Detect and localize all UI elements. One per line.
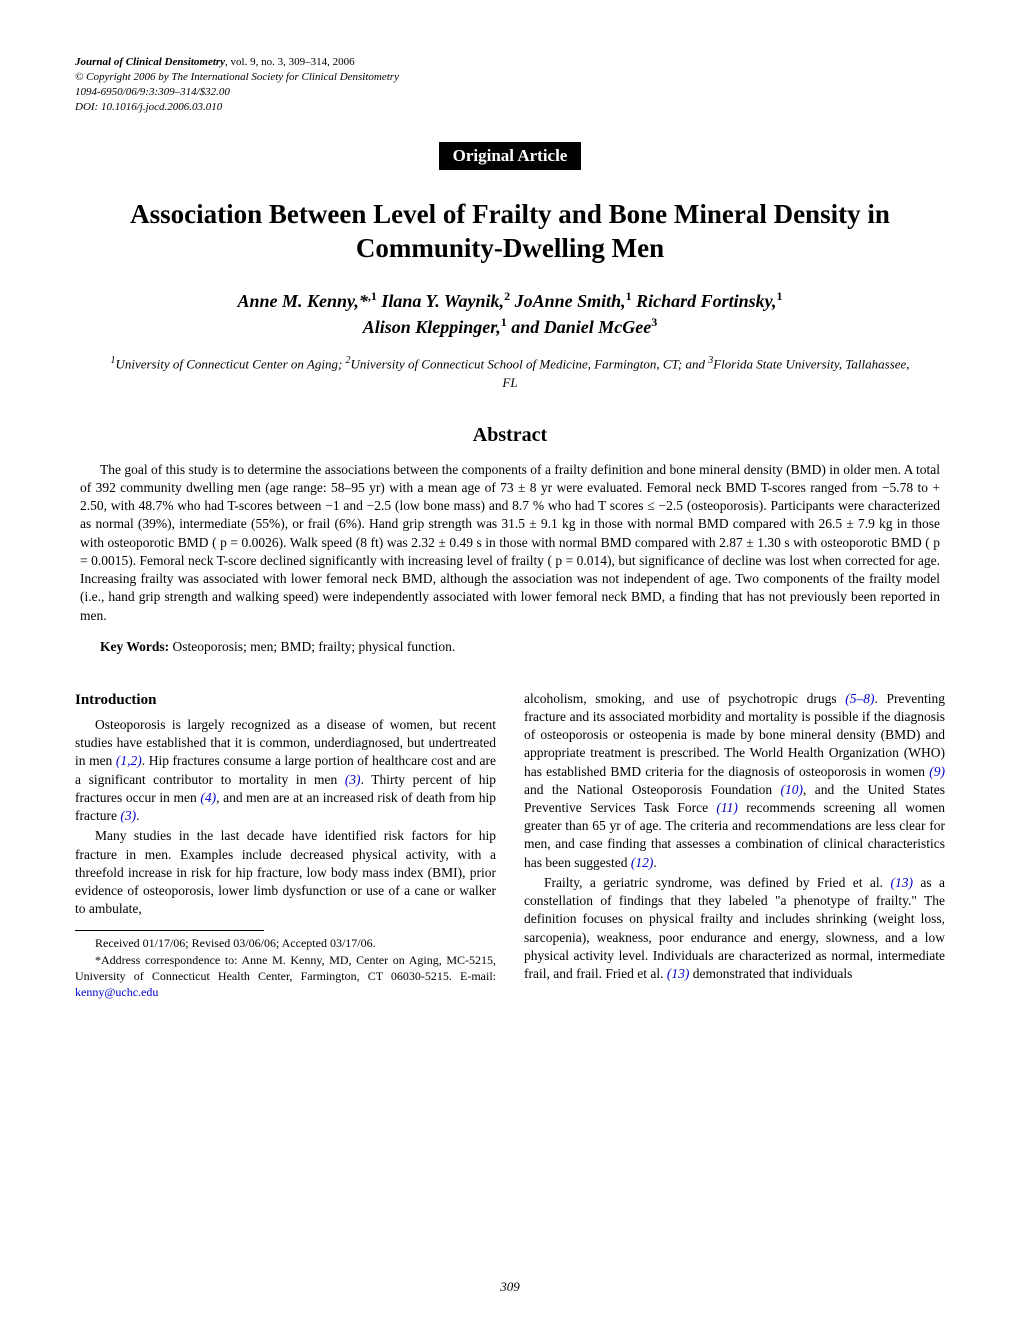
footnote-received: Received 01/17/06; Revised 03/06/06; Acc… (75, 935, 496, 951)
doi-line: DOI: 10.1016/j.jocd.2006.03.010 (75, 100, 945, 115)
article-type-badge: Original Article (439, 142, 582, 170)
ref-link-1-2[interactable]: (1,2) (116, 753, 142, 768)
ref-link-4[interactable]: (4) (200, 790, 216, 805)
ref-link-9[interactable]: (9) (929, 764, 945, 779)
footnote-separator (75, 930, 264, 931)
ref-link-12[interactable]: (12) (631, 855, 654, 870)
citation-details: , vol. 9, no. 3, 309–314, 2006 (225, 56, 355, 68)
left-column: Introduction Osteoporosis is largely rec… (75, 690, 496, 1000)
ref-link-3a[interactable]: (3) (345, 772, 361, 787)
issn-line: 1094-6950/06/9:3:309–314/$32.00 (75, 85, 945, 100)
col2-para-2: Frailty, a geriatric syndrome, was defin… (524, 874, 945, 983)
ref-link-10[interactable]: (10) (781, 782, 804, 797)
introduction-heading: Introduction (75, 690, 496, 710)
affiliations: 1University of Connecticut Center on Agi… (75, 354, 945, 392)
right-column: alcoholism, smoking, and use of psychotr… (524, 690, 945, 1000)
body-columns: Introduction Osteoporosis is largely rec… (75, 690, 945, 1000)
col2-para-1: alcoholism, smoking, and use of psychotr… (524, 690, 945, 872)
intro-para-2: Many studies in the last decade have ide… (75, 827, 496, 918)
journal-citation: Journal of Clinical Densitometry, vol. 9… (75, 55, 945, 70)
abstract-heading: Abstract (75, 424, 945, 447)
intro-para-1: Osteoporosis is largely recognized as a … (75, 716, 496, 825)
authors-line-1: Anne M. Kenny,*,1 Ilana Y. Waynik,2 JoAn… (125, 288, 895, 314)
journal-name: Journal of Clinical Densitometry (75, 56, 225, 68)
journal-header: Journal of Clinical Densitometry, vol. 9… (75, 55, 945, 114)
ref-link-13a[interactable]: (13) (890, 875, 913, 890)
abstract-text: The goal of this study is to determine t… (75, 461, 945, 625)
ref-link-11[interactable]: (11) (716, 800, 738, 815)
keywords-text: Osteoporosis; men; BMD; frailty; physica… (169, 639, 455, 654)
authors-line-2: Alison Kleppinger,1 and Daniel McGee3 (125, 314, 895, 340)
author-list: Anne M. Kenny,*,1 Ilana Y. Waynik,2 JoAn… (75, 288, 945, 340)
article-title: Association Between Level of Frailty and… (75, 198, 945, 266)
ref-link-3b[interactable]: (3) (120, 808, 136, 823)
page-number: 309 (0, 1279, 1020, 1295)
article-type-container: Original Article (75, 142, 945, 170)
copyright-line: © Copyright 2006 by The International So… (75, 70, 945, 85)
ref-link-13b[interactable]: (13) (667, 966, 690, 981)
keywords-label: Key Words: (100, 639, 169, 654)
email-link[interactable]: kenny@uchc.edu (75, 985, 158, 999)
ref-link-5-8[interactable]: (5–8) (845, 691, 874, 706)
footnote-correspondence: *Address correspondence to: Anne M. Kenn… (75, 952, 496, 1001)
keywords: Key Words: Osteoporosis; men; BMD; frail… (75, 639, 945, 655)
